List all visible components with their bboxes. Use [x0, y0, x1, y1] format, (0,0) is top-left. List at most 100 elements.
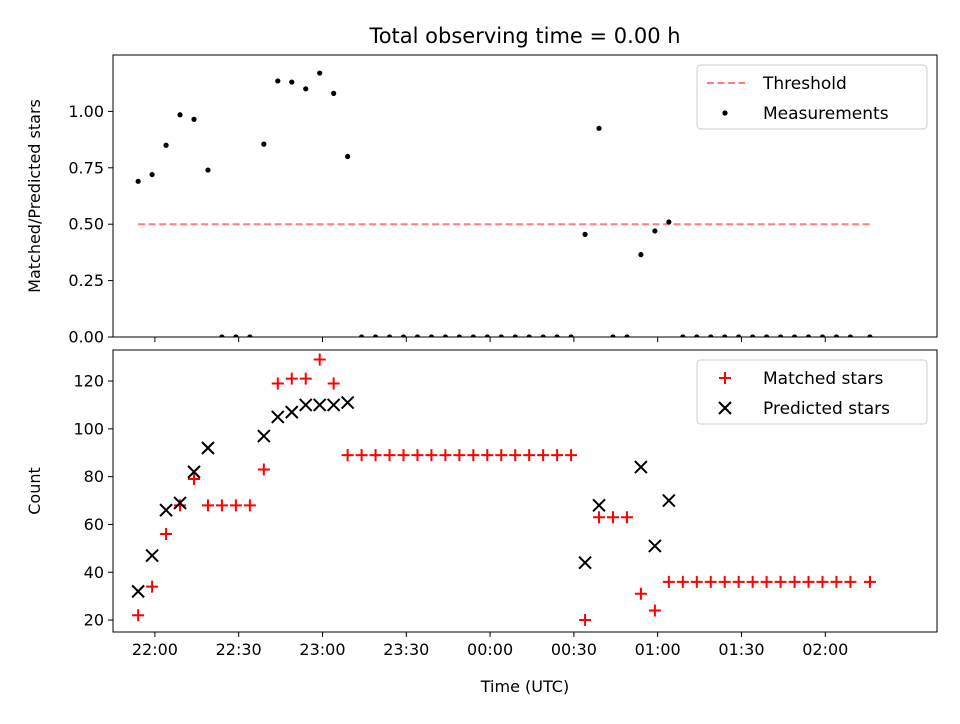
legend-label: Measurements: [763, 104, 889, 124]
matched-point: [863, 575, 876, 588]
predicted-point: [159, 503, 173, 517]
x-tick-label: 00:00: [467, 640, 513, 659]
measurement-point: [526, 334, 532, 337]
y-tick-label: 0.00: [68, 328, 104, 347]
measurement-point: [638, 252, 644, 258]
matched-point: [341, 449, 354, 462]
plot-area: [135, 70, 873, 337]
measurement-point: [568, 334, 574, 337]
y-tick-label: 0.75: [68, 158, 104, 177]
matched-point: [746, 575, 759, 588]
y-tick-label: 100: [73, 419, 104, 438]
measurement-point: [484, 334, 490, 337]
matched-point: [593, 511, 606, 524]
measurement-point: [722, 334, 728, 337]
matched-point: [383, 449, 396, 462]
y-axis-label: Matched/Predicted stars: [25, 99, 44, 293]
measurement-point: [372, 334, 379, 337]
y-tick-label: 1.00: [68, 102, 104, 121]
matched-point: [495, 449, 508, 462]
predicted-point: [187, 465, 201, 479]
measurement-point: [442, 334, 448, 337]
matched-point: [579, 614, 592, 627]
matched-point: [188, 473, 201, 486]
matched-point: [411, 449, 424, 462]
y-tick-label: 80: [84, 467, 104, 486]
predicted-point: [634, 460, 648, 474]
measurement-point: [624, 334, 630, 337]
y-tick-label: 20: [84, 611, 104, 630]
measurement-point: [540, 334, 546, 337]
matched-point: [229, 499, 242, 512]
matched-point: [397, 449, 410, 462]
x-tick-label: 00:30: [551, 640, 597, 659]
legend-label: Matched stars: [763, 369, 883, 389]
matched-point: [453, 449, 466, 462]
measurement-point: [414, 334, 421, 337]
plot-area: [131, 353, 876, 627]
legend-matched-stars-swatch: [719, 372, 731, 384]
measurement-point: [386, 334, 393, 337]
measurement-point: [177, 112, 183, 118]
legend-box: [696, 359, 928, 425]
measurement-point: [652, 228, 658, 234]
predicted-point: [145, 548, 159, 563]
measurement-point: [358, 334, 365, 337]
matched-point: [481, 449, 494, 462]
matched-point: [146, 580, 159, 593]
measurement-point: [833, 334, 840, 337]
predicted-point: [201, 441, 215, 455]
matched-point: [634, 587, 647, 600]
plot-frame: [112, 349, 938, 633]
measurement-point: [867, 334, 873, 337]
predicted-point: [173, 496, 187, 510]
measurement-point: [791, 334, 798, 337]
matched-point: [313, 353, 326, 366]
x-tick-label: 23:00: [299, 640, 345, 659]
y-tick-label: 40: [84, 563, 104, 582]
legend-label: Threshold: [762, 74, 847, 94]
measurement-point: [233, 334, 239, 337]
matched-point: [648, 604, 661, 617]
count-panel: 20 40 60 80 100 120 22:00 22:30 23:00 23:30 00:00 0…: [25, 349, 938, 696]
y-tick-label: 120: [73, 372, 104, 391]
matched-point: [718, 575, 731, 588]
predicted-point: [592, 498, 606, 513]
matched-point: [257, 463, 270, 476]
matched-point: [732, 575, 745, 588]
measurement-point: [149, 171, 155, 178]
matched-point: [830, 575, 843, 588]
matched-point: [690, 575, 703, 588]
legend: Matched stars Predicted stars: [696, 359, 928, 425]
matched-point: [467, 449, 480, 462]
measurement-point: [666, 219, 672, 225]
measurement-point: [498, 334, 504, 337]
chart-title: Total observing time = 0.00 h: [368, 24, 680, 48]
predicted-point: [299, 398, 313, 412]
matched-point: [537, 449, 550, 462]
matched-point: [676, 575, 689, 588]
matched-point: [551, 449, 564, 462]
x-tick-label: 02:00: [802, 640, 848, 659]
matched-point: [425, 449, 438, 462]
matched-point: [606, 511, 619, 524]
measurement-point: [819, 334, 826, 337]
measurement-point: [777, 334, 784, 337]
measurement-point: [610, 334, 616, 337]
measurement-point: [680, 334, 686, 337]
matched-point: [201, 499, 214, 512]
measurement-point: [345, 153, 351, 160]
measurement-point: [470, 334, 476, 337]
predicted-point: [578, 555, 592, 570]
series-predicted-stars: [131, 395, 676, 599]
matched-point: [620, 511, 633, 524]
y-tick-label: 0.50: [68, 215, 104, 234]
measurement-point: [512, 334, 518, 337]
y-tick-label: 0.25: [68, 271, 104, 290]
measurement-point: [303, 86, 309, 92]
x-tick-label: 01:00: [635, 640, 681, 659]
legend-predicted-stars-swatch: [718, 401, 732, 415]
predicted-point: [648, 539, 662, 553]
measurement-point: [205, 167, 211, 173]
